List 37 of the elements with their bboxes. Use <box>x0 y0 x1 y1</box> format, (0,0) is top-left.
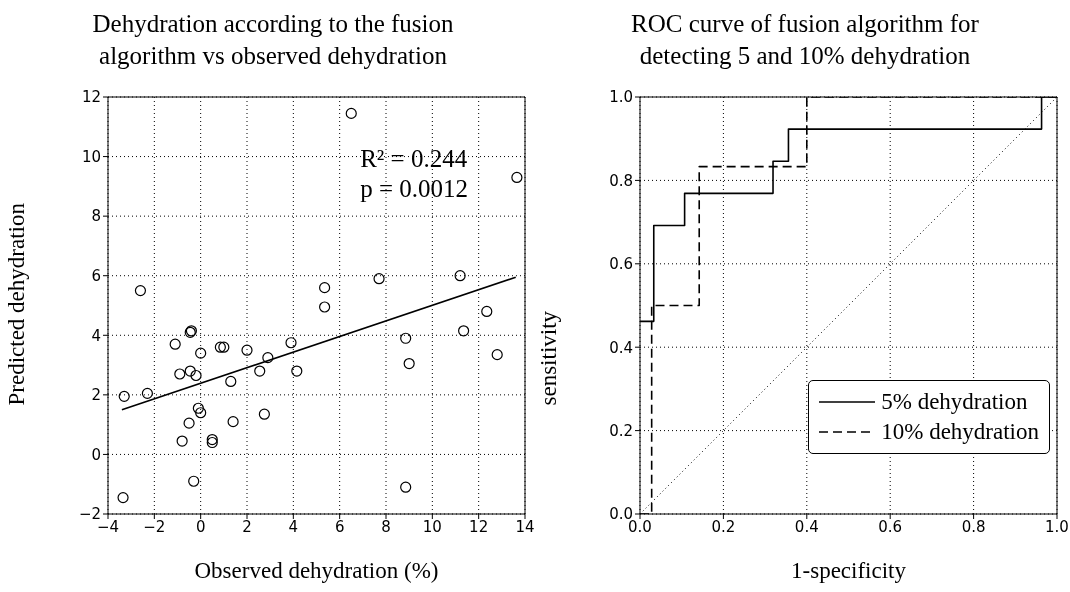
y-tick-label: 12 <box>81 88 101 107</box>
y-tick-label: 2 <box>91 386 101 405</box>
annotation: p = 0.0012 <box>360 174 468 204</box>
y-tick-label: 6 <box>91 267 101 286</box>
x-tick-label: 0 <box>195 517 206 536</box>
annotation: R² = 0.244 <box>360 144 468 174</box>
chart-title: Dehydration according to the fusion algorithm vs observed dehydration <box>91 9 455 71</box>
x-tick-label: 0.6 <box>878 517 903 536</box>
x-tick-label: 4 <box>288 517 299 536</box>
x-tick-label: 0.4 <box>794 517 819 536</box>
x-tick-label: 8 <box>381 517 391 536</box>
y-axis-title: Predicted dehydration <box>4 202 30 406</box>
x-axis-title: Observed dehydration (%) <box>194 558 439 583</box>
chart-title: ROC curve of fusion algorithm for detecting 5 and 10% dehydration <box>630 9 980 71</box>
x-tick-label: 2 <box>242 517 252 536</box>
y-tick-label: 0.4 <box>609 338 633 357</box>
y-tick-label: 0.2 <box>609 421 633 440</box>
y-tick-label: 0 <box>91 445 101 464</box>
y-tick-label: 1.0 <box>609 88 633 107</box>
x-tick-label: 12 <box>469 517 489 536</box>
y-axis-title: sensitivity <box>536 310 562 406</box>
y-tick-label: 0.8 <box>609 171 633 190</box>
x-tick-label: 1.0 <box>1045 517 1069 536</box>
y-tick-label: 8 <box>91 207 101 226</box>
y-tick-label: 10 <box>81 147 101 166</box>
legend-label: 10% dehydration <box>881 418 1039 446</box>
x-tick-label: 10 <box>422 517 442 536</box>
y-tick-label: 4 <box>91 326 101 345</box>
x-tick-label: 6 <box>334 517 345 536</box>
y-tick-label: 0.6 <box>609 255 633 274</box>
x-tick-label: −2 <box>143 517 166 536</box>
x-tick-label: 14 <box>515 517 535 536</box>
x-tick-label: 0.2 <box>711 517 736 536</box>
x-tick-label: 0.8 <box>961 517 986 536</box>
x-axis-title: 1-specificity <box>791 558 907 583</box>
y-tick-label: −2 <box>78 505 101 524</box>
legend-label: 5% dehydration <box>881 388 1028 416</box>
